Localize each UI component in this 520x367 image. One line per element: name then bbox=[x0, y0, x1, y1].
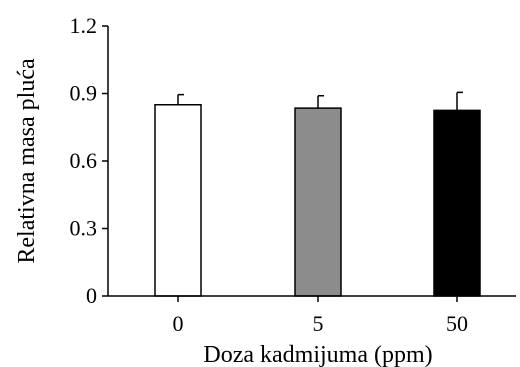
y-tick-label-0.3: 0.3 bbox=[70, 216, 98, 241]
bar-50 bbox=[433, 109, 481, 297]
y-tick-label-1.2: 1.2 bbox=[70, 13, 98, 38]
x-axis-title: Doza kadmijuma (ppm) bbox=[203, 342, 432, 367]
error-bars-group bbox=[177, 91, 463, 111]
bar-0 bbox=[154, 104, 202, 297]
x-tick-label-50: 50 bbox=[446, 311, 468, 336]
y-tick-label-0: 0 bbox=[86, 283, 97, 308]
y-tick-label-0.6: 0.6 bbox=[70, 148, 98, 173]
y-axis-title: Relativna masa pluća bbox=[14, 58, 40, 264]
bar-5 bbox=[294, 107, 342, 297]
x-tick-label-5: 5 bbox=[313, 311, 324, 336]
axes-group bbox=[102, 25, 516, 302]
tick-labels-group: 0 0.3 0.6 0.9 1.2 0 5 50 bbox=[70, 13, 469, 336]
x-tick-label-0: 0 bbox=[173, 311, 184, 336]
y-tick-label-0.9: 0.9 bbox=[70, 81, 98, 106]
bars-group bbox=[154, 104, 481, 297]
